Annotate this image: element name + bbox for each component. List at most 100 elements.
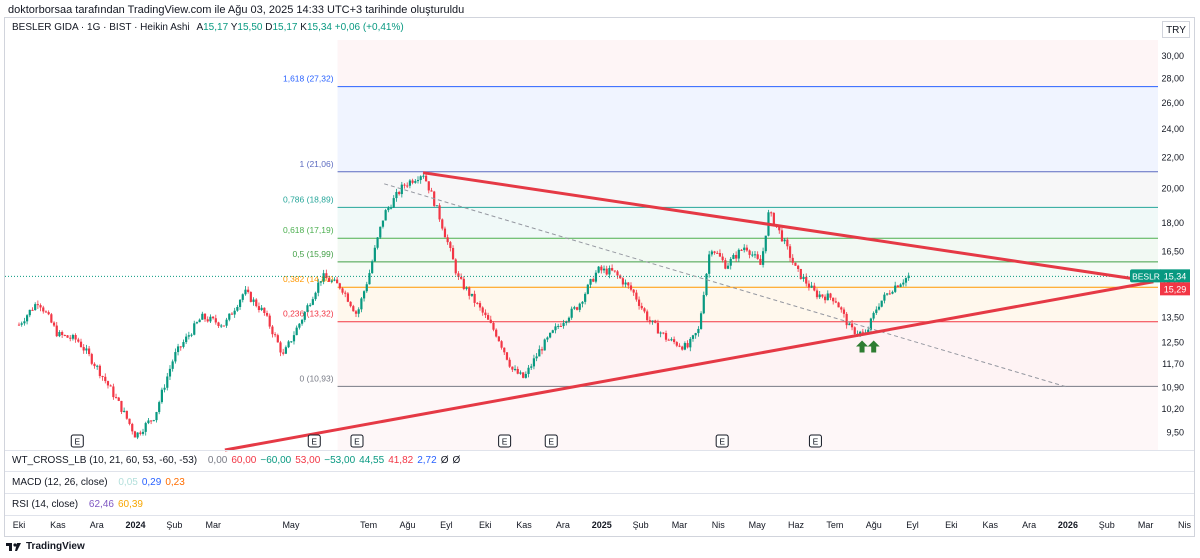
- currency-button[interactable]: TRY: [1162, 21, 1190, 38]
- earnings-marker[interactable]: E: [808, 434, 822, 448]
- candle: [357, 309, 360, 314]
- candle: [686, 343, 689, 348]
- x-tick-label: 2024: [126, 520, 146, 530]
- candle: [171, 361, 174, 369]
- x-tick-label: Nis: [1178, 520, 1191, 530]
- candle: [438, 205, 441, 220]
- candle: [28, 309, 31, 316]
- candle: [260, 307, 263, 311]
- candle: [721, 256, 724, 261]
- earnings-marker[interactable]: E: [715, 434, 729, 448]
- indicator-rsi[interactable]: RSI (14, close) 62,46 60,39: [12, 499, 143, 510]
- x-tick-label: Tem: [360, 520, 377, 530]
- candle: [772, 212, 775, 226]
- candle: [174, 352, 177, 362]
- candle: [120, 400, 123, 412]
- candle: [123, 410, 126, 412]
- candle: [713, 251, 716, 253]
- candle: [346, 293, 350, 302]
- candle: [584, 293, 587, 302]
- candle: [352, 306, 355, 312]
- candle: [406, 185, 409, 187]
- candle: [141, 431, 145, 434]
- earnings-marker[interactable]: E: [544, 434, 558, 448]
- candle: [551, 330, 554, 333]
- x-tick-label: Ağu: [866, 520, 882, 530]
- pane-separator: [5, 515, 1194, 516]
- candle: [546, 337, 549, 340]
- footer-brand[interactable]: TradingView: [6, 541, 85, 552]
- earnings-marker[interactable]: E: [498, 434, 512, 448]
- x-tick-label: Ağu: [399, 520, 415, 530]
- candle: [654, 320, 657, 323]
- earnings-marker[interactable]: E: [70, 434, 84, 448]
- candle: [872, 312, 875, 319]
- candle: [214, 318, 217, 323]
- candle: [891, 291, 894, 294]
- candle: [761, 251, 765, 265]
- candle: [705, 273, 708, 296]
- candle: [166, 376, 169, 388]
- candle: [594, 272, 598, 282]
- candle: [317, 282, 320, 293]
- candle: [799, 268, 802, 280]
- pane-separator: [5, 493, 1194, 494]
- x-tick-label: Ara: [556, 520, 570, 530]
- x-tick-label: May: [749, 520, 767, 530]
- candle: [206, 319, 209, 322]
- indicator-macd[interactable]: MACD (12, 26, close) 0,05 0,29 0,23: [12, 477, 185, 488]
- candle: [726, 265, 730, 269]
- y-tick-label: 18,00: [1161, 218, 1184, 228]
- x-tick-label: Eyl: [440, 520, 453, 530]
- candle: [279, 342, 282, 353]
- y-tick-label: 30,00: [1161, 51, 1184, 61]
- y-tick-label: 24,00: [1161, 124, 1184, 134]
- earnings-marker-box: [307, 434, 321, 448]
- earnings-marker[interactable]: E: [307, 434, 321, 448]
- indicator-values: 0,05 0,29 0,23: [114, 477, 184, 488]
- candle: [589, 279, 592, 285]
- candle: [815, 290, 819, 298]
- candle: [632, 289, 635, 293]
- x-tick-label: Şub: [166, 520, 182, 530]
- candle: [176, 346, 180, 353]
- candle: [150, 420, 153, 422]
- candle: [155, 412, 158, 421]
- candle: [109, 385, 112, 387]
- candle: [613, 270, 616, 272]
- pane-separator: [5, 471, 1194, 472]
- candle: [699, 313, 703, 329]
- candle: [330, 280, 333, 282]
- candle: [257, 306, 261, 311]
- candle: [867, 329, 870, 333]
- candle: [532, 358, 536, 367]
- candle: [50, 314, 53, 323]
- candle: [708, 254, 711, 274]
- candle: [379, 226, 382, 238]
- candle: [63, 335, 66, 337]
- price-tag[interactable]: BESLR 15,34 15,29: [1130, 269, 1190, 296]
- fib-band: [337, 261, 1158, 288]
- candle: [381, 220, 385, 227]
- candle: [592, 279, 595, 282]
- candle: [791, 257, 794, 263]
- candle: [635, 292, 638, 300]
- candle: [112, 386, 115, 398]
- symbol-legend[interactable]: BESLER GIDA · 1G · BIST · Heikin Ashi A1…: [12, 22, 404, 33]
- candle: [522, 372, 525, 378]
- candle: [306, 305, 309, 312]
- candle: [128, 418, 131, 424]
- y-tick-label: 26,00: [1161, 98, 1184, 108]
- earnings-marker[interactable]: E: [350, 434, 364, 448]
- candle: [384, 210, 387, 221]
- candle: [710, 251, 713, 255]
- candle: [152, 420, 155, 422]
- candle: [530, 366, 533, 368]
- indicator-wt-cross[interactable]: WT_CROSS_LB (10, 21, 60, 53, -60, -53) 0…: [12, 455, 460, 466]
- candle: [681, 346, 684, 350]
- candle: [899, 284, 902, 288]
- candle: [427, 181, 430, 191]
- candle: [697, 328, 700, 334]
- x-tick-label: Mar: [206, 520, 222, 530]
